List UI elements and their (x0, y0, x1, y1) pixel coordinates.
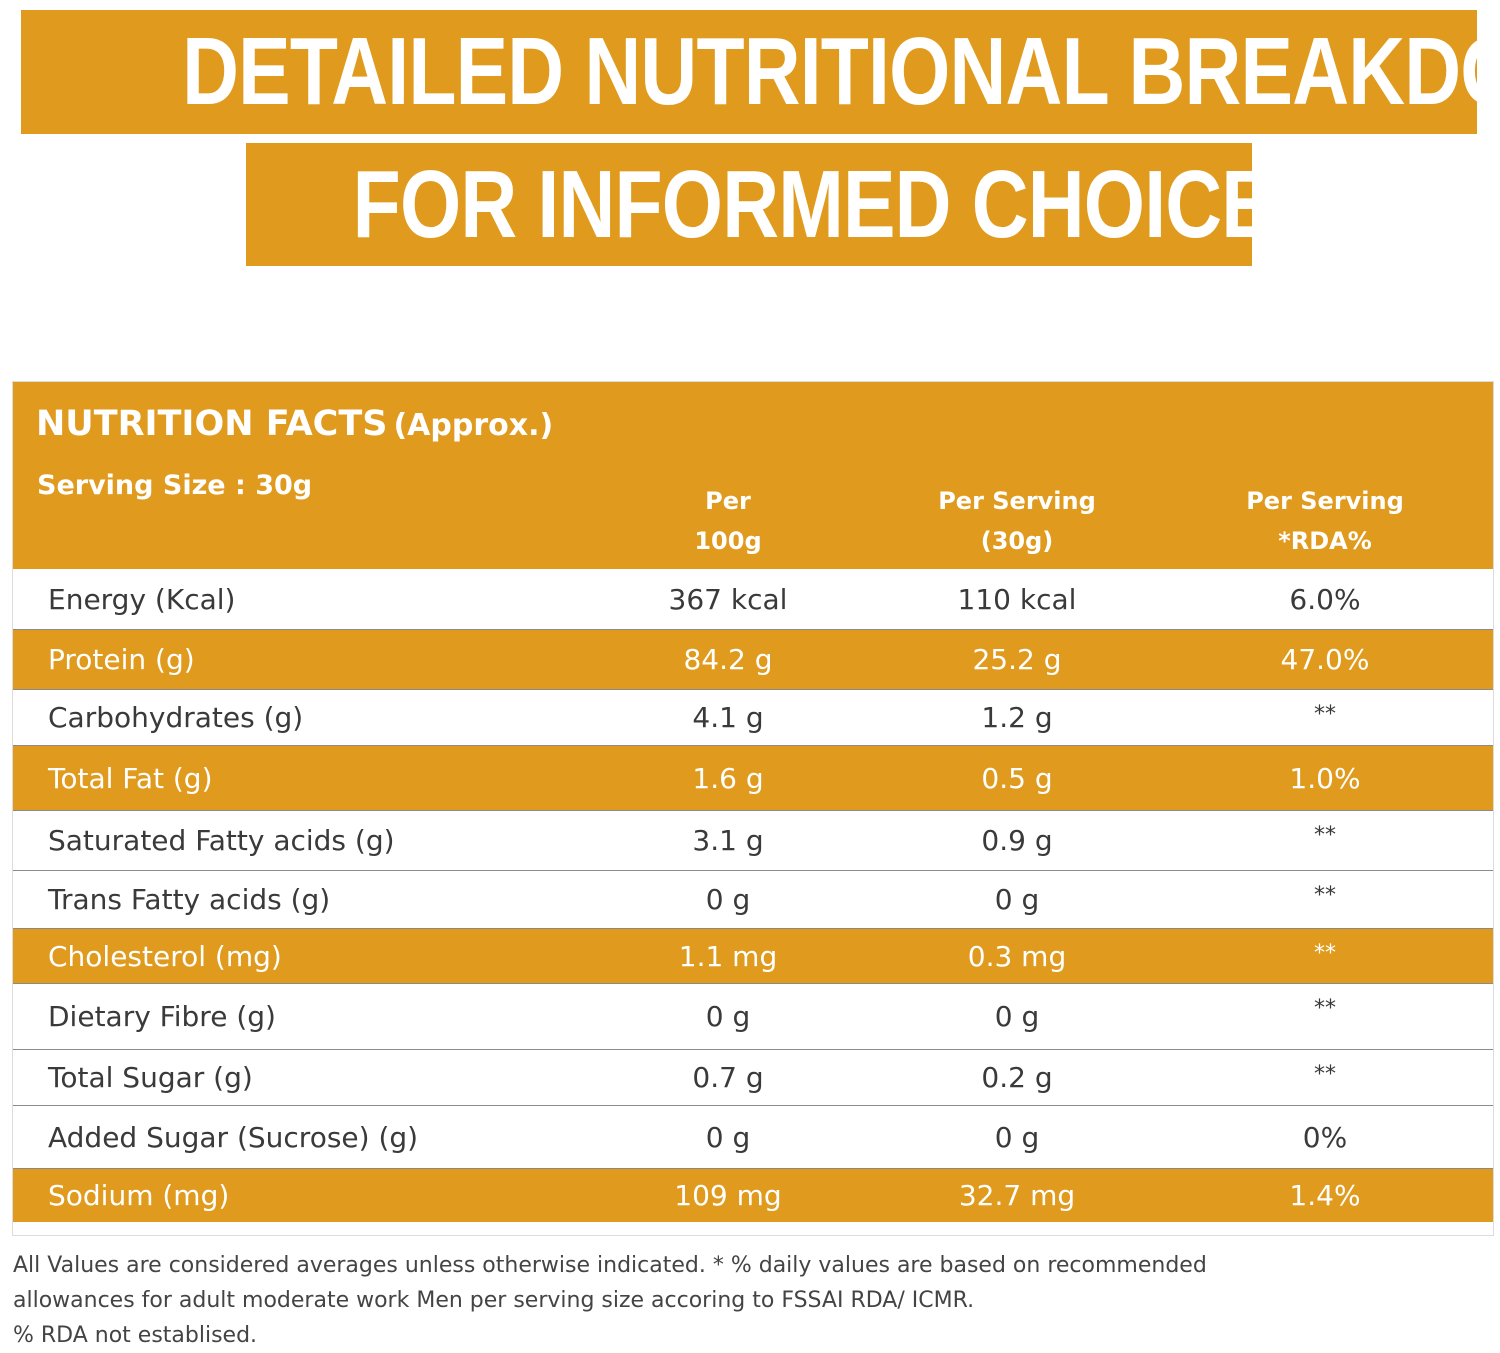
column-header-per-serving: Per Serving (30g) (887, 481, 1147, 561)
table-row: Dietary Fibre (g) 0 g 0 g ** (13, 983, 1493, 1049)
value-per-100g: 0 g (705, 1120, 751, 1154)
value-per-100g: 84.2 g (683, 643, 773, 676)
facts-title: NUTRITION FACTS (Approx.) (36, 404, 553, 444)
column-header-per-100g-line2: 100g (694, 527, 762, 555)
table-row: Total Sugar (g) 0.7 g 0.2 g ** (13, 1049, 1493, 1105)
table-row: Carbohydrates (g) 4.1 g 1.2 g ** (13, 689, 1493, 745)
value-per-serving: 25.2 g (972, 643, 1062, 676)
nutrient-name: Carbohydrates (g) (48, 701, 304, 734)
table-row: Total Fat (g) 1.6 g 0.5 g 1.0% (13, 745, 1493, 810)
column-header-per-100g-line1: Per (705, 487, 751, 515)
value-per-serving: 0 g (994, 1120, 1040, 1154)
value-rda: ** (1314, 883, 1336, 908)
nutrient-name: Cholesterol (mg) (48, 939, 282, 973)
footnote-line2: allowances for adult moderate work Men p… (13, 1288, 975, 1313)
title-line1-text: DETAILED NUTRITIONAL BREAKDOWN (182, 18, 1477, 125)
column-header-rda-line2: *RDA% (1278, 527, 1372, 555)
table-row: Saturated Fatty acids (g) 3.1 g 0.9 g ** (13, 810, 1493, 870)
value-rda: ** (1314, 996, 1336, 1021)
table-row: Added Sugar (Sucrose) (g) 0 g 0 g 0% (13, 1105, 1493, 1168)
value-per-100g: 0 g (705, 883, 751, 916)
column-header-per-serving-line2: (30g) (980, 527, 1054, 555)
value-per-100g: 109 mg (674, 1179, 782, 1212)
value-per-serving: 0.5 g (981, 761, 1053, 795)
value-per-serving: 0.9 g (981, 824, 1053, 857)
value-per-100g: 1.6 g (692, 761, 764, 795)
value-rda: ** (1314, 1062, 1336, 1087)
value-per-serving: 0 g (994, 883, 1040, 916)
title-banner-line1: DETAILED NUTRITIONAL BREAKDOWN (21, 10, 1477, 134)
value-rda: 47.0% (1280, 643, 1370, 676)
title-banner-line2: FOR INFORMED CHOICES (246, 143, 1252, 266)
value-per-100g: 3.1 g (692, 824, 764, 857)
nutrient-name: Dietary Fibre (g) (48, 1000, 276, 1033)
value-per-serving: 110 kcal (957, 582, 1077, 616)
nutrient-name: Total Fat (g) (48, 761, 213, 795)
value-per-100g: 0.7 g (692, 1061, 764, 1094)
value-per-serving: 0.2 g (981, 1061, 1053, 1094)
value-rda: ** (1314, 823, 1336, 848)
table-row: Energy (Kcal) 367 kcal 110 kcal 6.0% (13, 569, 1493, 629)
table-body: Energy (Kcal) 367 kcal 110 kcal 6.0% Pro… (13, 569, 1493, 1222)
footnote: All Values are considered averages unles… (13, 1248, 1453, 1353)
table-row: Trans Fatty acids (g) 0 g 0 g ** (13, 870, 1493, 928)
footnote-line1: All Values are considered averages unles… (13, 1253, 1207, 1278)
nutrition-facts-table: NUTRITION FACTS (Approx.) Serving Size : … (12, 381, 1494, 1236)
column-header-rda: Per Serving *RDA% (1195, 481, 1455, 561)
value-per-100g: 4.1 g (692, 701, 764, 734)
nutrient-name: Energy (Kcal) (48, 582, 236, 616)
nutrient-name: Trans Fatty acids (g) (48, 883, 331, 916)
value-per-100g: 1.1 mg (678, 939, 778, 973)
value-rda: ** (1314, 941, 1336, 966)
facts-title-main: NUTRITION FACTS (36, 404, 388, 444)
nutrient-name: Protein (g) (48, 643, 195, 676)
table-header: NUTRITION FACTS (Approx.) Serving Size : … (13, 382, 1493, 569)
value-rda: 0% (1302, 1120, 1348, 1154)
value-rda: ** (1314, 702, 1336, 727)
table-row: Sodium (mg) 109 mg 32.7 mg 1.4% (13, 1168, 1493, 1222)
column-header-per-100g: Per 100g (598, 481, 858, 561)
value-rda: 6.0% (1289, 582, 1361, 616)
table-row: Protein (g) 84.2 g 25.2 g 47.0% (13, 629, 1493, 689)
table-row: Cholesterol (mg) 1.1 mg 0.3 mg ** (13, 928, 1493, 983)
column-header-rda-line1: Per Serving (1246, 487, 1404, 515)
value-per-serving: 0 g (994, 1000, 1040, 1033)
column-header-per-serving-line1: Per Serving (938, 487, 1096, 515)
value-per-serving: 1.2 g (981, 701, 1053, 734)
value-rda: 1.0% (1289, 761, 1361, 795)
nutrient-name: Sodium (mg) (48, 1179, 230, 1212)
footnote-line3: % RDA not establised. (13, 1323, 258, 1348)
nutrient-name: Added Sugar (Sucrose) (g) (48, 1120, 419, 1154)
value-per-serving: 32.7 mg (958, 1179, 1076, 1212)
facts-title-suffix: (Approx.) (393, 408, 554, 443)
nutrient-name: Saturated Fatty acids (g) (48, 824, 395, 857)
value-per-100g: 367 kcal (668, 582, 788, 616)
value-rda: 1.4% (1289, 1179, 1361, 1212)
nutrient-name: Total Sugar (g) (48, 1061, 253, 1094)
serving-size: Serving Size : 30g (37, 470, 313, 501)
value-per-serving: 0.3 mg (967, 939, 1067, 973)
title-line2-text: FOR INFORMED CHOICES (352, 151, 1252, 258)
value-per-100g: 0 g (705, 1000, 751, 1033)
